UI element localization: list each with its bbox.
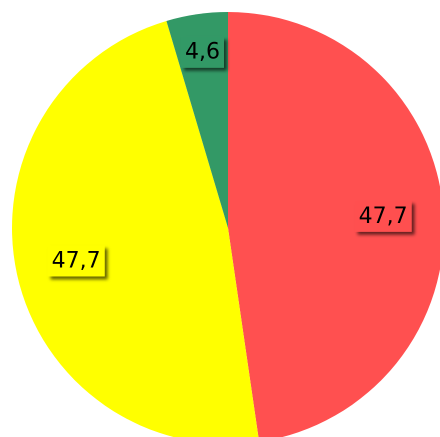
label-box — [354, 200, 412, 232]
data-label: 4,6 — [180, 36, 224, 68]
label-box — [47, 245, 105, 277]
pie-slice — [12, 20, 259, 437]
data-label: 47,7 — [354, 200, 412, 232]
data-label-text: 4,6 — [185, 40, 220, 65]
data-label: 47,7 — [47, 245, 105, 277]
pie-slice — [228, 12, 440, 437]
label-box — [180, 36, 224, 68]
data-label-text: 47,7 — [52, 248, 101, 273]
data-label-text: 47,7 — [359, 204, 408, 229]
